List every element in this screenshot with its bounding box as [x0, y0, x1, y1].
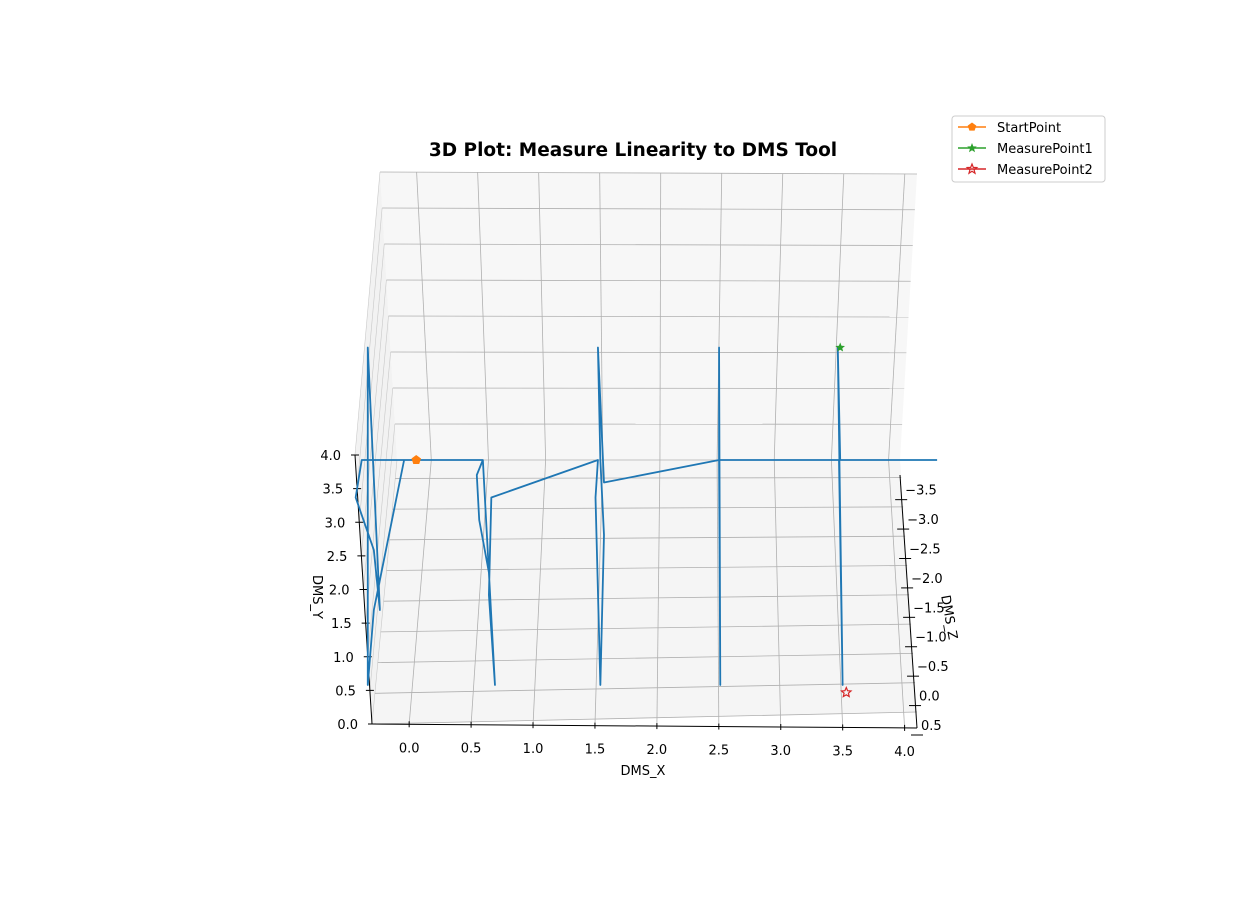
- grid-line-y-left: [356, 207, 383, 489]
- z-tick-label: 0.5: [921, 719, 942, 734]
- x-tick-label: 1.5: [585, 743, 606, 758]
- grid-line-y-back: [392, 387, 905, 389]
- x-tick-label: 0.5: [461, 742, 482, 757]
- x-tick-label: 2.0: [647, 743, 668, 758]
- x-tick-label: 3.0: [770, 744, 791, 759]
- z-tick-label: 0.0: [919, 690, 940, 705]
- grid-line-x-floor: [716, 459, 720, 727]
- grid-line-y-back: [384, 243, 913, 246]
- grid-line-y-back: [390, 351, 907, 354]
- y-tick-label: 0.5: [335, 684, 356, 699]
- grid-line-z-floor: [383, 594, 910, 602]
- grid-line-y-back: [386, 279, 911, 282]
- legend-star-outline-icon: [965, 162, 979, 175]
- legend: StartPoint MeasurePoint1 MeasurePoint2: [951, 115, 1106, 183]
- grid-line-x-floor: [773, 459, 782, 728]
- y-tick-label: 2.5: [327, 550, 348, 565]
- marker-measurepoint1: [835, 342, 845, 352]
- series-path-line: [354, 346, 938, 686]
- y-tick-label: 3.5: [322, 483, 343, 498]
- z-tick-label: −1.0: [915, 631, 947, 646]
- x-tick-label: 1.0: [523, 742, 544, 757]
- legend-label-startpoint: StartPoint: [997, 121, 1061, 136]
- grid-line-z-floor: [374, 682, 916, 694]
- y-tick-label: 3.0: [325, 516, 346, 531]
- y-tick-label: 0.0: [337, 718, 358, 733]
- grid-line-y-left: [358, 243, 385, 523]
- y-tick-label: 1.5: [331, 617, 352, 632]
- z-axis-line: [899, 474, 918, 729]
- grid-line-y-back: [388, 315, 909, 318]
- grid-line-z-floor: [371, 711, 918, 725]
- z-tick-label: −2.5: [909, 542, 941, 557]
- grid-line-x-floor: [532, 459, 547, 726]
- legend-box: [951, 115, 1106, 183]
- grid-line-z-floor: [380, 623, 912, 633]
- grid-line-y-left: [365, 351, 391, 624]
- legend-entry-measurepoint1: MeasurePoint1: [958, 142, 1093, 157]
- marker-measurepoint2: [840, 685, 853, 698]
- grid-line-z-floor: [377, 652, 914, 664]
- grid-line-z-floor: [395, 477, 902, 479]
- grid-line-y-left: [367, 387, 394, 657]
- y-axis-label: DMS_Y: [309, 575, 324, 619]
- legend-entry-measurepoint2: MeasurePoint2: [958, 162, 1093, 178]
- x-tick-label: 3.5: [832, 744, 853, 759]
- y-tick-label: 1.0: [333, 651, 354, 666]
- marker-startpoint: [411, 455, 421, 464]
- x-tick-label: 4.0: [894, 745, 915, 760]
- z-tick-label: −3.0: [907, 513, 939, 528]
- marker-layer: [411, 342, 853, 698]
- z-tick-label: −0.5: [917, 660, 949, 675]
- grid-line-y-back: [379, 171, 918, 175]
- grid-line-x-floor: [656, 459, 661, 727]
- grid-line-z-floor: [392, 506, 904, 510]
- grid-lines: [354, 171, 918, 728]
- z-tick-label: −3.5: [905, 484, 937, 499]
- tick-layer: 0.0 0.5 1.0 1.5 2.0 2.5 3.0 3.5 4.0 0.0 0.5 1.0 1.5 2…: [320, 449, 948, 760]
- y-tick-label: 4.0: [320, 449, 341, 464]
- grid-line-y-left: [361, 279, 387, 556]
- legend-label-measurepoint1: MeasurePoint1: [997, 142, 1093, 157]
- x-tick-label: 0.0: [399, 741, 420, 756]
- grid-line-y-left: [369, 423, 396, 691]
- left-pane: [355, 172, 397, 724]
- x-tick-label: 2.5: [708, 744, 729, 759]
- z-tick-label: −2.0: [911, 572, 943, 587]
- grid-line-x-floor: [831, 459, 844, 728]
- grid-line-y-back: [382, 207, 915, 211]
- grid-line-z-floor: [386, 565, 908, 571]
- legend-label-measurepoint2: MeasurePoint2: [997, 163, 1093, 178]
- legend-star-icon: [967, 143, 977, 153]
- legend-entry-startpoint: StartPoint: [958, 121, 1061, 136]
- x-axis-label: DMS_X: [621, 764, 666, 779]
- floor-pane: [372, 460, 917, 724]
- grid-line-x-floor: [408, 459, 432, 725]
- z-tick-label: −1.5: [913, 601, 945, 616]
- grid-line-y-left: [354, 171, 381, 456]
- chart-title: 3D Plot: Measure Linearity to DMS Tool: [429, 140, 837, 161]
- grid-line-y-left: [371, 459, 398, 725]
- series-layer: [354, 346, 938, 686]
- y-tick-label: 2.0: [329, 584, 350, 599]
- x-axis-line: [371, 723, 918, 729]
- legend-pentagon-icon: [967, 122, 977, 131]
- grid-line-z-floor: [389, 535, 906, 541]
